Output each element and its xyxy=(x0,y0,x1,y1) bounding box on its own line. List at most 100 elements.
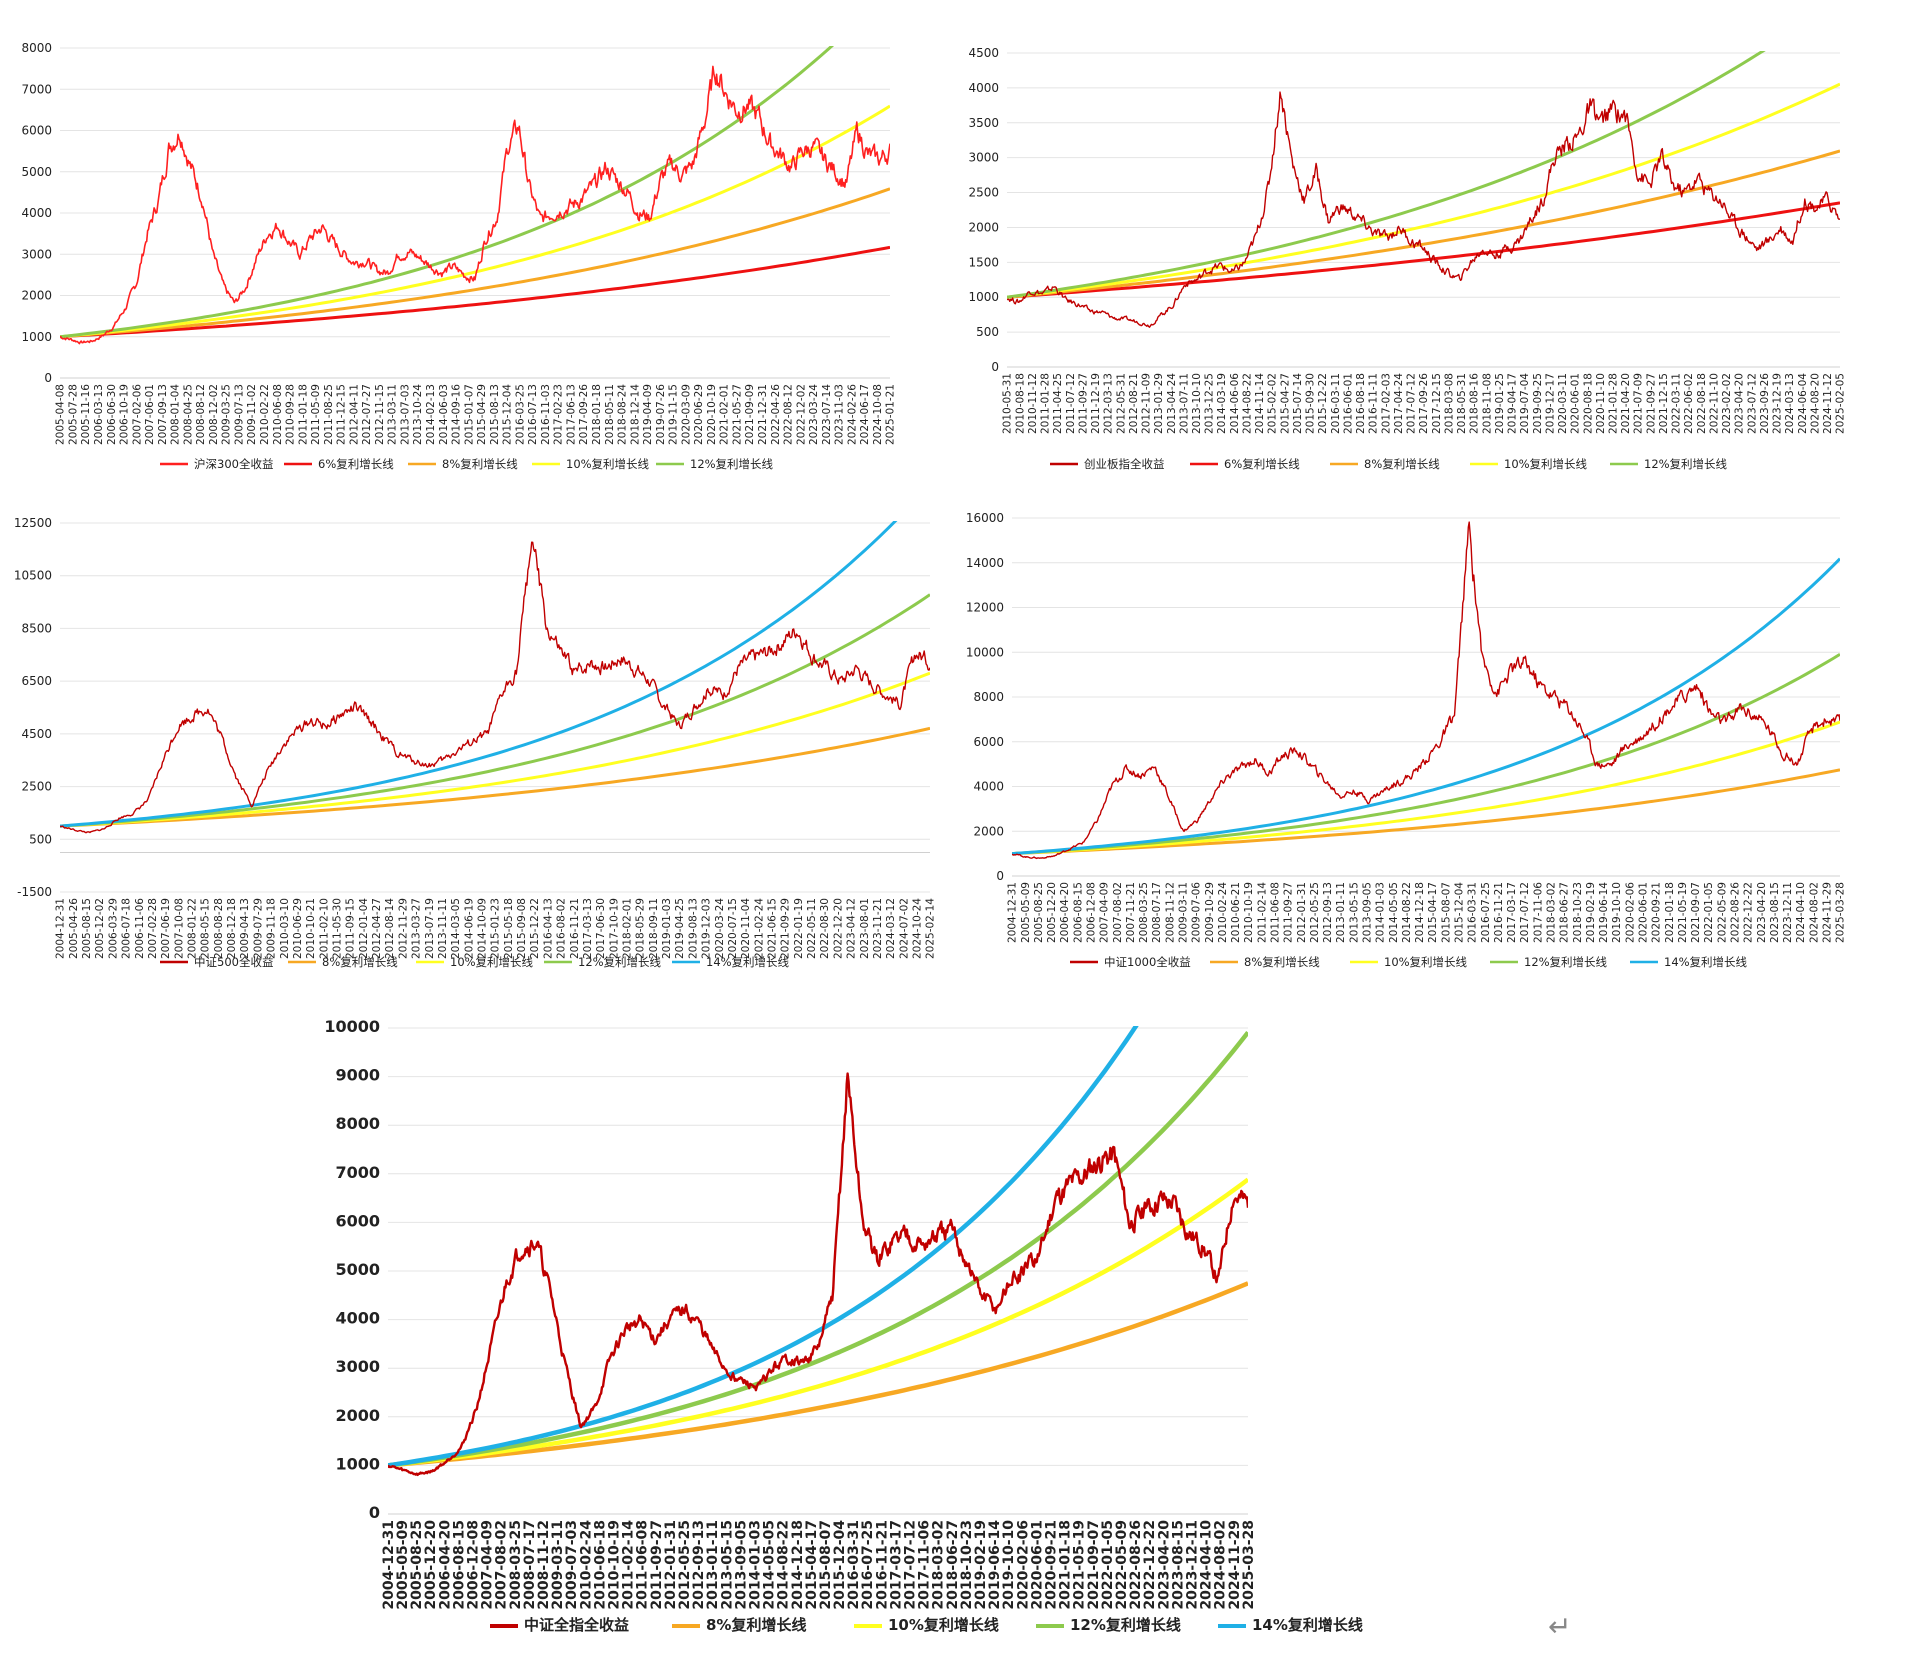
x-tick-label: 2017-06-30 xyxy=(595,898,607,959)
x-tick-label: 2011-09-27 xyxy=(1077,373,1089,434)
x-tick-label: 2017-03-17 xyxy=(1506,882,1518,943)
plot-area xyxy=(60,46,890,345)
legend-item: 8%复利增长线 xyxy=(408,457,518,471)
x-tick-label: 2024-11-29 xyxy=(1822,882,1834,943)
x-tick-label: 2016-06-01 xyxy=(1342,373,1354,434)
x-tick-label: 2020-06-01 xyxy=(1570,373,1582,434)
y-tick-label: 9000 xyxy=(335,1066,380,1085)
legend-label: 10%复利增长线 xyxy=(888,1616,999,1634)
x-tick-label: 2023-08-15 xyxy=(1769,882,1781,943)
x-tick-label: 2018-08-24 xyxy=(617,384,629,445)
x-tick-label: 2018-05-11 xyxy=(604,384,616,445)
x-tick-label: 2020-06-01 xyxy=(1638,882,1650,943)
x-tick-label: 2009-07-13 xyxy=(233,384,245,445)
y-tick-label: 6000 xyxy=(21,124,52,138)
chart-chinext: 0 500 1000 1500 2000 2500 3000 3500 4000 4500 2010… xyxy=(968,46,1846,471)
x-tick-label: 2013-07-03 xyxy=(399,384,411,445)
x-tick-label: 2006-07-18 xyxy=(121,898,133,959)
x-tick-label: 2006-04-20 xyxy=(437,1520,453,1610)
x-tick-label: 2005-04-08 xyxy=(55,384,67,445)
y-tick-label: 14000 xyxy=(966,556,1004,570)
chart-csi-all: 0 1000 2000 3000 4000 5000 6000 7000 8000 9000 100… xyxy=(324,1017,1363,1634)
y-tick-label: 3000 xyxy=(335,1357,380,1376)
x-tick-label: 2004-12-31 xyxy=(1007,882,1019,943)
y-tick-label: 2000 xyxy=(973,824,1004,838)
x-tick-label: 2008-05-15 xyxy=(200,898,212,959)
x-tick-label: 2017-03-13 xyxy=(582,898,594,959)
x-tick-label: 2012-01-04 xyxy=(358,898,370,959)
legend-item: 8%复利增长线 xyxy=(288,955,398,969)
legend-label: 14%复利增长线 xyxy=(706,955,790,969)
x-tick-label: 2013-01-29 xyxy=(1153,373,1165,434)
legend-label: 12%复利增长线 xyxy=(1070,1616,1181,1634)
x-tick-label: 2019-07-26 xyxy=(655,384,667,445)
y-tick-label: 2500 xyxy=(968,186,999,200)
x-tick-label: 2022-08-30 xyxy=(819,898,831,959)
x-tick-label: 2014-08-22 xyxy=(776,1520,792,1610)
legend-item: 14%复利增长线 xyxy=(1218,1616,1363,1634)
x-tick-label: 2025-01-21 xyxy=(885,384,897,445)
x-tick-label: 2021-09-09 xyxy=(744,384,756,445)
x-tick-label: 2005-04-26 xyxy=(68,898,80,959)
x-tick-label: 2008-04-25 xyxy=(182,384,194,445)
x-tick-label: 2007-06-19 xyxy=(160,898,172,959)
growth-line-series xyxy=(60,521,898,828)
x-tick-label: 2009-11-02 xyxy=(246,384,258,445)
x-tick-label: 2019-01-03 xyxy=(661,898,673,959)
x-tick-label: 2021-05-19 xyxy=(1677,882,1689,943)
legend-label: 中证1000全收益 xyxy=(1104,955,1191,969)
y-tick-label: 0 xyxy=(991,360,999,374)
x-tick-label: 2021-01-28 xyxy=(1607,373,1619,434)
x-tick-label: 2018-02-01 xyxy=(621,898,633,959)
x-tick-label: 2008-03-25 xyxy=(508,1520,524,1610)
legend-item: 6%复利增长线 xyxy=(284,457,394,471)
x-tick-label: 2018-05-31 xyxy=(1456,373,1468,434)
x-tick-label: 2022-12-22 xyxy=(1743,882,1755,943)
legend-label: 创业板指全收益 xyxy=(1084,457,1165,471)
x-tick-label: 2014-06-03 xyxy=(438,384,450,445)
x-tick-label: 2017-09-26 xyxy=(578,384,590,445)
x-tick-label: 2020-09-21 xyxy=(1044,1520,1060,1610)
x-tick-label: 2023-11-03 xyxy=(834,384,846,445)
x-tick-label: 2005-12-02 xyxy=(94,898,106,959)
x-tick-label: 2023-12-11 xyxy=(1185,1520,1201,1610)
x-tick-label: 2024-06-04 xyxy=(1797,373,1809,434)
legend-item: 沪深300全收益 xyxy=(160,457,273,471)
x-tick-label: 2023-11-21 xyxy=(872,898,884,959)
x-tick-label: 2018-11-08 xyxy=(1481,373,1493,434)
x-tick-label: 2022-08-12 xyxy=(783,384,795,445)
x-tick-label: 2011-08-25 xyxy=(323,384,335,445)
x-tick-label: 2022-08-18 xyxy=(1696,373,1708,434)
x-tick-label: 2006-08-15 xyxy=(451,1520,467,1610)
growth-line-series xyxy=(1007,149,1840,299)
x-tick-label: 2012-05-25 xyxy=(677,1520,693,1610)
legend-label: 中证500全收益 xyxy=(194,955,273,969)
x-tick-label: 2016-08-02 xyxy=(556,898,568,959)
x-tick-label: 2016-11-03 xyxy=(540,384,552,445)
y-tick-label: 5000 xyxy=(21,165,52,179)
x-tick-label: 2018-06-27 xyxy=(945,1520,961,1610)
legend-label: 14%复利增长线 xyxy=(1664,955,1748,969)
x-tick-label: 2019-11-15 xyxy=(668,384,680,445)
y-tick-label: 4000 xyxy=(968,81,999,95)
legend-item: 8%复利增长线 xyxy=(1210,955,1320,969)
x-tick-label: 2024-10-24 xyxy=(911,898,923,959)
x-tick-label: 2014-05-05 xyxy=(1388,882,1400,943)
x-tick-label: 2012-01-31 xyxy=(663,1520,679,1610)
legend-item: 12%复利增长线 xyxy=(1610,457,1728,471)
x-tick-label: 2012-01-31 xyxy=(1296,882,1308,943)
x-tick-label: 2017-02-23 xyxy=(553,384,565,445)
legend-label: 10%复利增长线 xyxy=(450,955,534,969)
x-tick-label: 2020-07-15 xyxy=(727,898,739,959)
x-tick-label: 2023-12-19 xyxy=(1772,373,1784,434)
x-tick-label: 2024-10-08 xyxy=(872,384,884,445)
x-tick-label: 2008-12-18 xyxy=(226,898,238,959)
x-tick-label: 2018-05-29 xyxy=(635,898,647,959)
legend-item: 10%复利增长线 xyxy=(532,457,650,471)
x-tick-label: 2011-05-30 xyxy=(331,898,343,959)
y-tick-label: 6000 xyxy=(973,735,1004,749)
x-tick-label: 2007-09-13 xyxy=(157,384,169,445)
x-tick-label: 2024-04-10 xyxy=(1199,1520,1215,1610)
x-tick-label: 2010-08-18 xyxy=(1014,373,1026,434)
x-tick-label: 2024-08-02 xyxy=(1213,1520,1229,1610)
